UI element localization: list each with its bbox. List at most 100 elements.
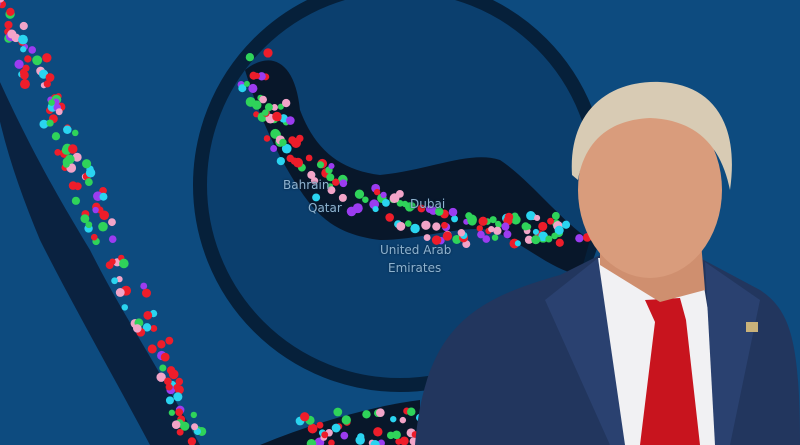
ship-marker [63, 125, 72, 135]
ship-marker [547, 217, 554, 225]
ship-marker [392, 430, 401, 440]
ship-marker [327, 186, 336, 195]
ship-marker [279, 138, 287, 147]
ship-marker [410, 223, 420, 234]
ship-marker [373, 188, 381, 196]
ship-marker [382, 198, 390, 207]
ship-marker [4, 20, 13, 29]
ship-marker [243, 80, 250, 87]
ship-marker [18, 34, 28, 45]
ship-marker [14, 59, 24, 69]
ship-marker [46, 119, 54, 127]
ship-marker [68, 181, 78, 190]
ship-marker [467, 214, 477, 225]
ship-marker [372, 205, 379, 213]
ship-marker [421, 220, 431, 230]
ship-marker [488, 225, 495, 233]
ship-marker [396, 199, 404, 207]
ship-marker [174, 385, 184, 395]
ship-marker [6, 7, 15, 16]
ship-marker [248, 83, 258, 93]
face [578, 102, 722, 278]
ship-marker [7, 29, 17, 39]
ship-marker [252, 100, 262, 110]
ship-marker [140, 282, 148, 290]
ship-marker [157, 340, 166, 349]
ship-marker [514, 240, 521, 247]
ship-marker [98, 221, 108, 232]
ship-marker [355, 435, 365, 445]
ship-marker [526, 210, 536, 221]
ship-marker [84, 178, 93, 186]
ship-marker [477, 230, 485, 239]
ship-marker [171, 420, 181, 429]
ship-marker [142, 323, 152, 332]
ship-marker [51, 132, 61, 141]
ship-marker [307, 170, 316, 179]
ship-marker [43, 80, 51, 88]
ship-marker [108, 235, 117, 243]
ship-marker [316, 421, 324, 429]
ship-marker [373, 427, 383, 437]
ship-marker [524, 235, 534, 244]
ship-marker [432, 222, 441, 231]
ship-marker [442, 231, 453, 241]
ship-marker [259, 95, 267, 104]
ship-marker [362, 410, 371, 419]
ship-marker [476, 225, 483, 232]
ship-marker [310, 177, 319, 185]
ship-marker [141, 288, 151, 298]
ship-marker [191, 423, 199, 431]
ship-marker [482, 235, 491, 243]
lapel-pin [746, 322, 758, 332]
ship-marker [45, 73, 55, 82]
ship-marker [80, 214, 90, 224]
ship-marker [262, 109, 269, 116]
ship-marker [385, 213, 394, 222]
ship-marker [328, 439, 335, 445]
ship-marker [417, 204, 426, 213]
ship-marker [276, 156, 285, 166]
ship-marker [435, 207, 444, 216]
ship-marker [245, 53, 255, 62]
ship-marker [396, 221, 406, 231]
ship-marker [332, 178, 340, 186]
ship-marker [263, 48, 273, 58]
ship-marker [545, 235, 553, 243]
ship-marker [501, 222, 510, 231]
ship-marker [168, 409, 176, 416]
ship-marker [108, 218, 116, 227]
ship-marker [71, 196, 81, 205]
ship-marker [407, 407, 416, 416]
ship-marker [133, 324, 142, 333]
ship-marker [65, 154, 75, 164]
ship-marker [0, 0, 5, 3]
ship-marker [271, 104, 278, 111]
ship-marker [0, 0, 7, 9]
label-uae-line1: United Arab [380, 243, 452, 257]
ship-marker [175, 408, 184, 417]
ship-marker [534, 214, 541, 222]
ship-marker [491, 234, 499, 241]
ship-marker [253, 72, 260, 80]
ship-marker [272, 111, 282, 122]
label-qatar: Qatar [308, 201, 342, 215]
ship-marker [42, 53, 52, 63]
ship-marker [281, 143, 292, 154]
ship-marker [20, 70, 29, 80]
ship-marker [321, 431, 329, 439]
ship-marker [147, 344, 157, 354]
ship-marker [405, 220, 412, 227]
ship-marker [431, 235, 442, 245]
ship-marker [150, 325, 158, 332]
lapel-right [705, 262, 760, 445]
ship-marker [24, 55, 32, 63]
ship-marker [71, 129, 79, 137]
ship-marker [238, 84, 247, 93]
ship-marker [90, 233, 98, 241]
ship-marker [538, 221, 548, 231]
ship-marker [175, 377, 184, 386]
ship-marker [286, 116, 295, 125]
ship-marker [425, 205, 434, 213]
